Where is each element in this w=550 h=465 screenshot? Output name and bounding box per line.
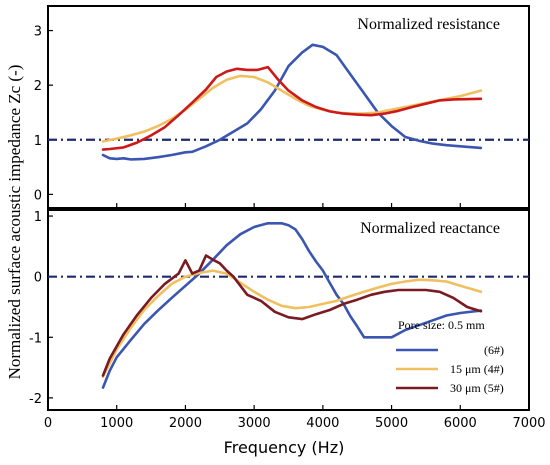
series-line-1 <box>101 43 483 161</box>
y-tick-label: -1 <box>29 331 42 346</box>
series-line-2 <box>101 269 483 379</box>
panel-reactance: -2 -1 0 1 0 1000 2000 3000 4000 5000 6000 7000 Norma… <box>29 209 546 431</box>
y-tick-label: 2 <box>34 79 42 94</box>
panel-frame <box>47 5 530 209</box>
x-tick-label: 6000 <box>444 416 477 431</box>
series-line-3 <box>101 65 483 151</box>
y-tick-label: 0 <box>34 271 42 286</box>
legend-label-2: 15 μm (4#) <box>450 362 504 376</box>
panel-frame <box>47 209 530 411</box>
y-axis-label: Normalized surface acoustic impedance Zc… <box>5 65 24 380</box>
y-tick-label: 0 <box>34 188 42 203</box>
legend-label-1: (6#) <box>484 343 504 357</box>
y-tick-label: 1 <box>34 210 42 225</box>
y-tick-label: -2 <box>29 392 42 407</box>
x-tick-label: 4000 <box>306 416 339 431</box>
panel-title: Normalized reactance <box>360 220 500 237</box>
x-tick-label: 5000 <box>375 416 408 431</box>
legend-label-3: 30 μm (5#) <box>450 381 504 395</box>
y-tick-label: 1 <box>34 134 42 149</box>
series-line-1 <box>101 222 483 389</box>
chart-panels: 0 1 2 3 Normalized resistance -2 -1 0 1 0 1000 2000… <box>29 5 546 431</box>
legend: Pore size: 0.5 mm (6#) 15 μm (4#) 30 μm (5#… <box>396 318 504 395</box>
x-tick-label: 0 <box>44 416 52 431</box>
x-tick-label: 3000 <box>238 416 271 431</box>
x-tick-label: 2000 <box>169 416 202 431</box>
panel-resistance: 0 1 2 3 Normalized resistance <box>34 5 530 209</box>
panel-title: Normalized resistance <box>357 16 500 33</box>
x-tick-label: 7000 <box>512 416 545 431</box>
x-axis-label: Frequency (Hz) <box>224 438 345 457</box>
series-line-2 <box>101 74 483 143</box>
legend-title: Pore size: 0.5 mm <box>398 318 485 332</box>
y-tick-label: 3 <box>34 25 42 40</box>
x-tick-label: 1000 <box>100 416 133 431</box>
series-line-3 <box>101 254 483 377</box>
